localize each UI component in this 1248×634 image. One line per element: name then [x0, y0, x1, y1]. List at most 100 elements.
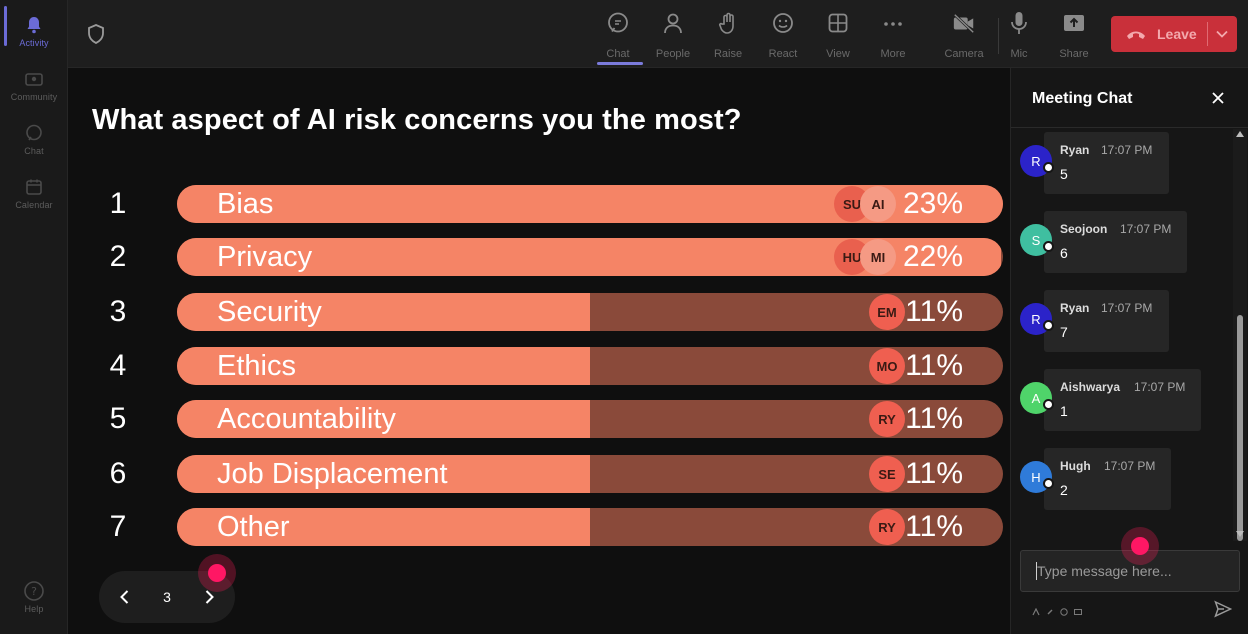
- rail-item-label: Chat: [24, 146, 44, 156]
- option-percent: 23%: [902, 187, 963, 220]
- chat-message[interactable]: Aishwarya 17:07 PM 1: [1044, 369, 1201, 431]
- toolbar-more-button[interactable]: More: [866, 10, 920, 62]
- toolbar-label: React: [768, 48, 798, 60]
- chat-message[interactable]: Seojoon 17:07 PM 6: [1044, 211, 1187, 273]
- poll-option-row: 5 Accountability RY 11%: [100, 400, 1003, 438]
- toolbar-label: Raise: [713, 48, 743, 60]
- option-number: 2: [109, 240, 127, 273]
- avatar[interactable]: A: [1020, 382, 1054, 414]
- rail-item-label: Activity: [19, 38, 49, 48]
- toolbar-label: View: [826, 48, 850, 60]
- result-bar-fill: [177, 508, 590, 546]
- presence-status-icon: [1043, 320, 1054, 331]
- chat-scrollbar[interactable]: [1233, 129, 1247, 541]
- option-number: 4: [109, 349, 127, 382]
- raise-hand-icon: [716, 10, 740, 36]
- rail-item-label: Help: [24, 604, 44, 614]
- toolbar-divider: [998, 18, 999, 54]
- avatar[interactable]: S: [1020, 224, 1054, 256]
- result-bar-fill: [177, 455, 590, 493]
- rail-item-activity[interactable]: Activity: [0, 10, 68, 60]
- result-bar: Accountability RY 11%: [177, 400, 1003, 438]
- format-icon[interactable]: [1032, 603, 1040, 616]
- avatar[interactable]: H: [1020, 461, 1054, 493]
- help-icon: ?: [23, 580, 45, 602]
- option-number: 6: [109, 457, 127, 490]
- scroll-up-arrow-icon[interactable]: [1236, 131, 1244, 137]
- chat-message-input[interactable]: [1020, 550, 1240, 592]
- message-timestamp: 17:07 PM: [1101, 301, 1153, 315]
- more-icon: [881, 10, 905, 36]
- chat-message-list[interactable]: Ryan 17:07 PM 5 R Seojoon 17:07 PM 6 S Ryan 17:07…: [1011, 129, 1233, 541]
- attach-icon[interactable]: [1046, 603, 1054, 615]
- leave-button[interactable]: Leave: [1111, 16, 1237, 52]
- hang-up-icon: [1125, 27, 1147, 41]
- toolbar-react-button[interactable]: React: [756, 10, 810, 62]
- toolbar-share-button[interactable]: Share: [1047, 10, 1101, 62]
- avatar[interactable]: R: [1020, 303, 1054, 335]
- toolbar-mic-button[interactable]: Mic: [992, 10, 1046, 62]
- chevron-down-icon[interactable]: [1215, 27, 1229, 41]
- poll-option-row: 1 Bias SU AI 23%: [100, 185, 1003, 223]
- close-icon[interactable]: [1210, 90, 1226, 106]
- leave-label: Leave: [1157, 26, 1197, 42]
- calendar-icon: [23, 176, 45, 198]
- rail-item-chat[interactable]: Chat: [0, 118, 68, 168]
- poll-question: What aspect of AI risk concerns you the …: [92, 104, 742, 136]
- chat-message[interactable]: Hugh 17:07 PM 2: [1044, 448, 1171, 510]
- chat-header: Meeting Chat: [1011, 68, 1248, 128]
- chat-message[interactable]: Ryan 17:07 PM 5: [1044, 132, 1169, 194]
- rail-active-indicator: [4, 6, 7, 46]
- poll-option-row: 2 Privacy HU MI 22%: [100, 238, 1003, 276]
- poll-option-row: 3 Security EM 11%: [100, 293, 1003, 331]
- rail-item-help[interactable]: ? Help: [0, 576, 68, 626]
- message-timestamp: 17:07 PM: [1104, 459, 1156, 473]
- shield-icon[interactable]: [86, 23, 108, 45]
- result-bar: Job Displacement SE 11%: [177, 455, 1003, 493]
- message-author: Seojoon: [1060, 222, 1108, 236]
- toolbar-label: More: [880, 48, 906, 60]
- scroll-thumb[interactable]: [1237, 315, 1243, 541]
- scroll-down-arrow-icon[interactable]: [1236, 531, 1244, 537]
- toolbar-chat-button[interactable]: Chat: [591, 10, 645, 62]
- option-label: Accountability: [217, 403, 396, 435]
- avatar-initial: R: [1031, 153, 1041, 169]
- toolbar-view-button[interactable]: View: [811, 10, 865, 62]
- rail-item-label: Community: [10, 92, 58, 102]
- message-author: Ryan: [1060, 143, 1090, 157]
- next-page-button[interactable]: [199, 587, 219, 607]
- message-body: 2: [1060, 482, 1068, 498]
- message-author: Hugh: [1060, 459, 1091, 473]
- result-bar: Privacy HU MI 22%: [177, 238, 1003, 276]
- presence-status-icon: [1043, 399, 1054, 410]
- option-number: 7: [109, 510, 127, 543]
- result-bar: Ethics MO 11%: [177, 347, 1003, 385]
- chat-icon: [606, 10, 630, 36]
- leave-divider: [1207, 22, 1208, 46]
- toolbar-people-button[interactable]: People: [646, 10, 700, 62]
- emoji-icon[interactable]: [1060, 603, 1068, 616]
- avatar-initial: H: [1031, 469, 1041, 485]
- message-body: 6: [1060, 245, 1068, 261]
- send-icon[interactable]: [1214, 600, 1233, 618]
- poll-option-row: 6 Job Displacement SE 11%: [100, 455, 1003, 493]
- message-author: Aishwarya: [1060, 380, 1121, 394]
- message-body: 7: [1060, 324, 1068, 340]
- avatar[interactable]: R: [1020, 145, 1054, 177]
- message-timestamp: 17:07 PM: [1101, 143, 1153, 157]
- option-number: 3: [109, 295, 127, 328]
- chat-message[interactable]: Ryan 17:07 PM 7: [1044, 290, 1169, 352]
- result-bar: Security EM 11%: [177, 293, 1003, 331]
- previous-page-button[interactable]: [115, 587, 135, 607]
- rail-item-community[interactable]: Community: [0, 64, 68, 114]
- option-label: Security: [217, 296, 322, 328]
- toolbar-raise-button[interactable]: Raise: [701, 10, 755, 62]
- toolbar-label: Camera: [944, 48, 984, 60]
- result-bar-fill: [177, 293, 590, 331]
- toolbar-camera-button[interactable]: Camera: [937, 10, 991, 62]
- toolbar-label: Chat: [606, 48, 630, 60]
- bell-icon: [23, 14, 45, 36]
- rail-item-calendar[interactable]: Calendar: [0, 172, 68, 222]
- gif-icon[interactable]: [1074, 603, 1082, 615]
- message-body: 1: [1060, 403, 1068, 419]
